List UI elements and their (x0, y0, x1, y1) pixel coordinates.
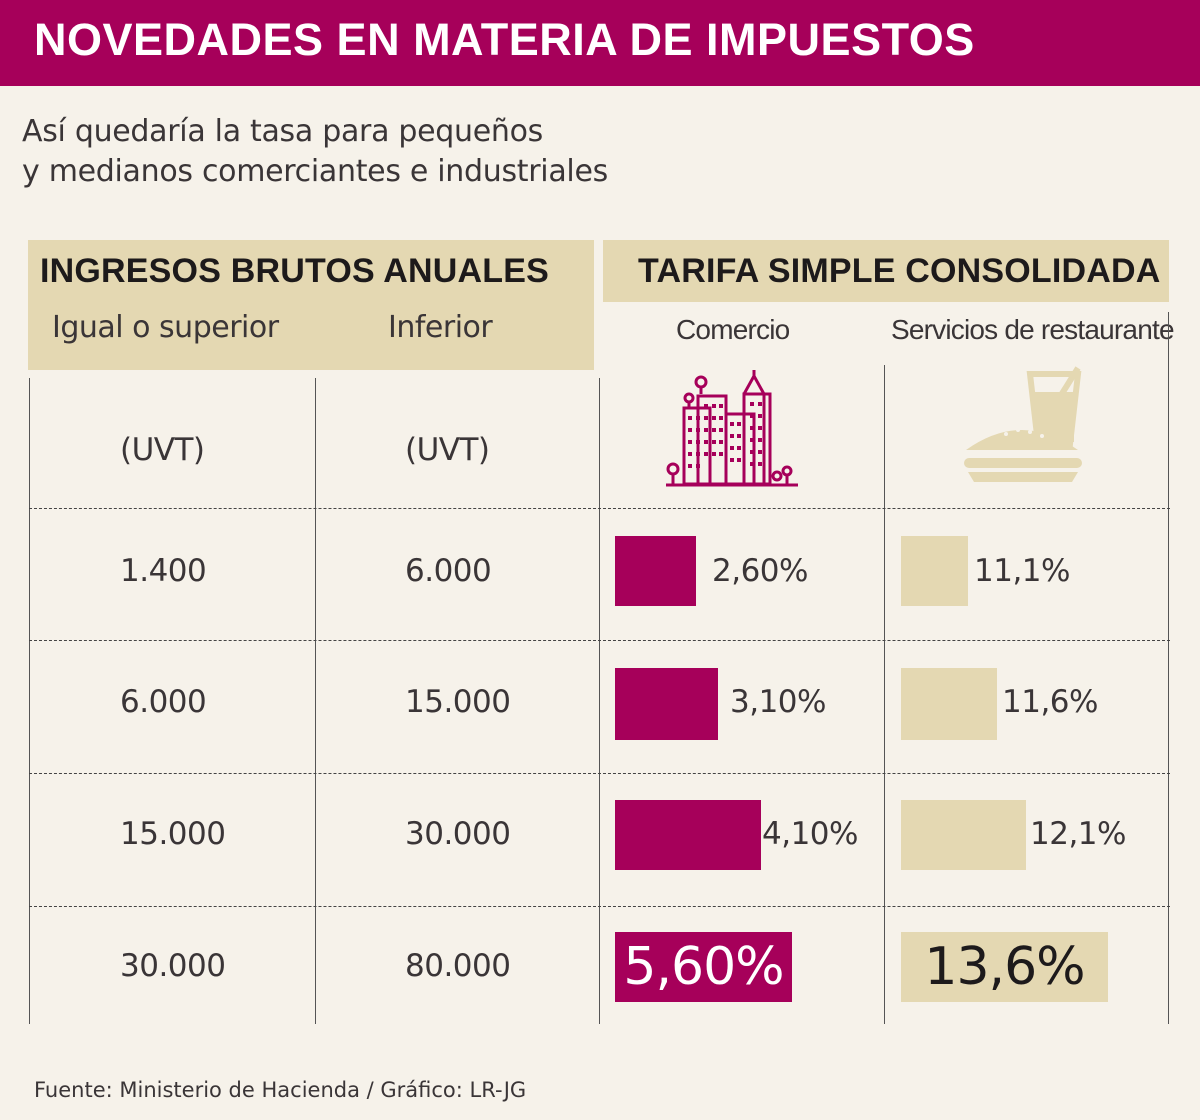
city-buildings-icon (666, 370, 798, 487)
row-separator (29, 773, 1170, 774)
bar-restaurante (901, 800, 1026, 870)
bar-comercio (615, 800, 761, 870)
grid-line-vertical (29, 378, 30, 1024)
row-3-desde: 15.000 (120, 816, 226, 852)
row-1-desde: 1.400 (120, 553, 207, 589)
bar-comercio (615, 668, 718, 740)
grid-line-vertical (315, 378, 316, 1024)
col-header-comercio: Comercio (676, 314, 790, 345)
subtitle-line-1: Así quedaría la tasa para pequeños (22, 114, 543, 149)
col-header-desde: Igual o superior (52, 310, 279, 345)
col-header-restaurante: Servicios de restaurante (891, 314, 1175, 345)
grid-line-vertical (884, 365, 885, 1024)
label-comercio: 3,10% (730, 684, 826, 720)
label-comercio: 2,60% (712, 553, 808, 589)
left-group-title: INGRESOS BRUTOS ANUALES (40, 252, 549, 290)
label-restaurante: 11,1% (974, 553, 1070, 589)
bar-comercio (615, 536, 696, 606)
source-note: Fuente: Ministerio de Hacienda / Gráfico… (34, 1078, 527, 1102)
grid-line-vertical (1168, 312, 1169, 1024)
highlight-comercio: 5,60% (615, 932, 792, 1002)
row-separator (29, 508, 1170, 509)
grid-line-vertical (599, 378, 600, 1024)
unit-label-hasta: (UVT) (405, 432, 490, 468)
row-4-desde: 30.000 (120, 948, 226, 984)
row-separator (29, 640, 1170, 641)
label-comercio: 4,10% (762, 816, 858, 852)
right-group-header (603, 240, 1169, 302)
burger-drink-icon (964, 366, 1082, 482)
row-3-hasta: 30.000 (405, 816, 511, 852)
row-4-hasta: 80.000 (405, 948, 511, 984)
page-title: NOVEDADES EN MATERIA DE IMPUESTOS (34, 14, 975, 65)
row-2-desde: 6.000 (120, 684, 207, 720)
row-1-hasta: 6.000 (405, 553, 492, 589)
bar-restaurante (901, 536, 968, 606)
row-2-hasta: 15.000 (405, 684, 511, 720)
label-restaurante: 11,6% (1002, 684, 1098, 720)
header-bar (0, 0, 1200, 86)
row-separator (29, 906, 1170, 907)
label-restaurante: 12,1% (1030, 816, 1126, 852)
col-header-hasta: Inferior (388, 310, 493, 345)
left-group-header (28, 240, 594, 370)
highlight-restaurante: 13,6% (901, 932, 1108, 1002)
subtitle-line-2: y medianos comerciantes e industriales (22, 154, 608, 189)
right-group-title: TARIFA SIMPLE CONSOLIDADA (638, 252, 1161, 290)
bar-restaurante (901, 668, 997, 740)
unit-label-desde: (UVT) (120, 432, 205, 468)
